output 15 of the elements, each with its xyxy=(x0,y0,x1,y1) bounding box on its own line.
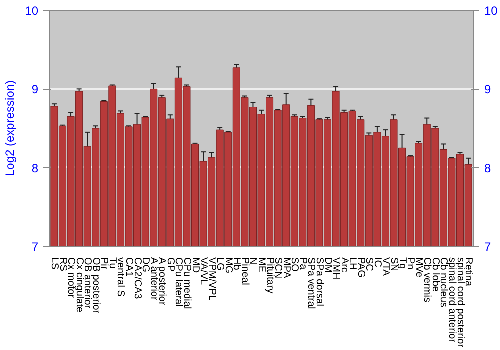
x-tick-label: Pituitary xyxy=(264,258,276,294)
y-tick-label: 10 xyxy=(25,4,39,18)
y2-tick-label: 7 xyxy=(484,240,492,254)
x-tick-label: CA1 xyxy=(124,258,134,278)
x-tick-label: Tg xyxy=(396,258,408,270)
y-tick-label: 9 xyxy=(32,82,39,97)
y-axis-title: Log2 (expression) xyxy=(3,80,18,177)
x-tick-label: ME xyxy=(256,258,267,273)
y2-tick-label: 9 xyxy=(484,82,492,97)
x-tick-label: LS xyxy=(48,258,60,270)
y2-tick-label: 10 xyxy=(484,4,498,18)
x-tick-label: SN xyxy=(388,258,400,272)
y-tick-label: 8 xyxy=(32,161,39,176)
y-tick-label: 7 xyxy=(32,240,39,254)
y2-tick-label: 8 xyxy=(484,161,492,176)
